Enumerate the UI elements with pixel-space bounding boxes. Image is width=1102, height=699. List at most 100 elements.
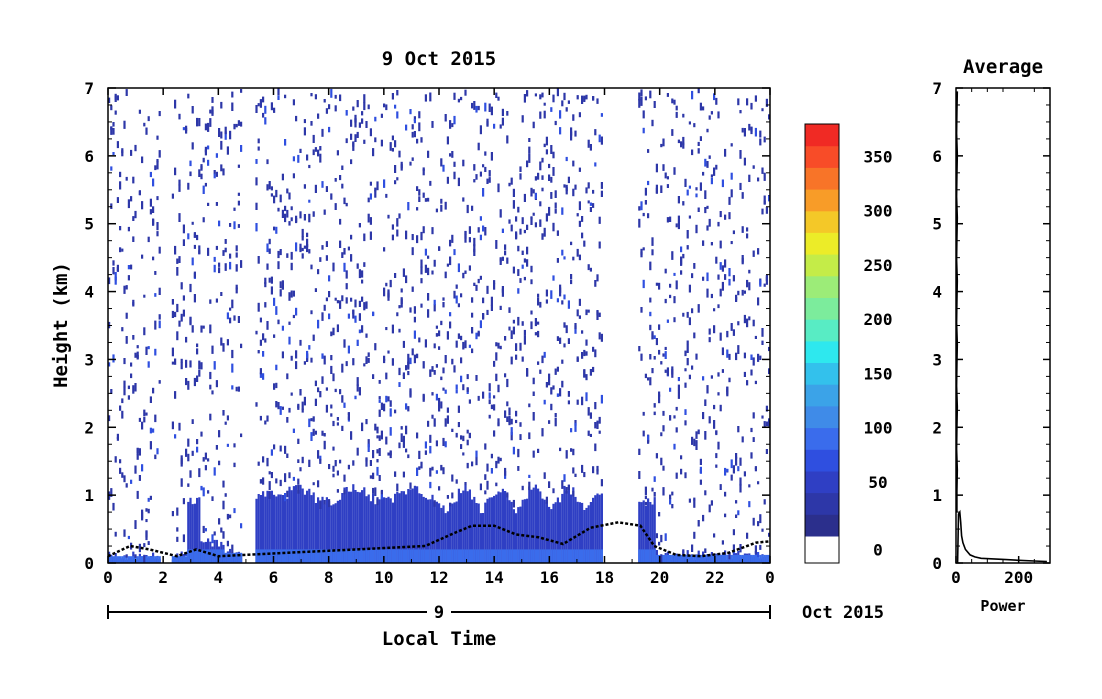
- heatmap-cell-1177: [418, 337, 421, 343]
- heatmap-cell-1399: [473, 244, 476, 253]
- heatmap-cell-1003: [376, 426, 379, 434]
- heatmap-cell-1126: [407, 549, 410, 563]
- heatmap-cell-1128: [407, 361, 410, 370]
- heatmap-cell-993: [374, 187, 377, 192]
- heatmap-cell-2202: [704, 158, 707, 167]
- heatmap-cell-878: [345, 110, 348, 116]
- heatmap-cell-1581: [517, 316, 520, 326]
- heatmap-cell-1219: [429, 445, 432, 454]
- heatmap-cell-64: [123, 556, 126, 563]
- x-tick-label-0: 0: [103, 568, 113, 587]
- heatmap-cell-186: [152, 428, 155, 433]
- heatmap-cell-1572: [515, 233, 518, 240]
- heatmap-cell-2188: [702, 554, 705, 563]
- heatmap-cell-11: [110, 488, 113, 497]
- heatmap-cell-1028: [383, 179, 386, 188]
- heatmap-cell-521: [257, 461, 260, 466]
- colorbar-segment-2: [805, 470, 839, 494]
- heatmap-cell-1173: [418, 450, 421, 459]
- heatmap-cell-1898: [594, 162, 597, 167]
- date-day-label: 9: [434, 603, 444, 623]
- heatmap-cell-1757: [561, 480, 564, 489]
- heatmap-cell-1562: [512, 326, 515, 335]
- heatmap-cell-1493: [495, 460, 498, 469]
- heatmap-cell-1357: [462, 272, 465, 279]
- heatmap-cell-657: [292, 486, 295, 563]
- heatmap-cell-688: [299, 211, 302, 219]
- heatmap-cell-551: [266, 263, 269, 270]
- heatmap-cell-1704: [548, 420, 551, 424]
- heatmap-cell-79: [125, 312, 128, 319]
- heatmap-cell-2263: [719, 288, 722, 297]
- heatmap-cell-1840: [581, 464, 584, 473]
- heatmap-cell-83: [127, 395, 130, 400]
- heatmap-cell-707: [303, 184, 306, 189]
- heatmap-cell-231: [174, 358, 177, 365]
- heatmap-cell-586: [275, 549, 278, 563]
- heatmap-cell-808: [328, 499, 331, 508]
- heatmap-cell-773: [319, 458, 322, 464]
- heatmap-cell-1244: [435, 393, 438, 401]
- heatmap-cell-1031: [383, 355, 386, 361]
- heatmap-cell-2428: [759, 544, 762, 550]
- heatmap-cell-2431: [761, 554, 764, 563]
- colorbar-segment-3: [805, 449, 839, 472]
- heatmap-cell-1039: [385, 282, 388, 287]
- heatmap-cell-1111: [402, 372, 405, 377]
- heatmap-cell-445: [226, 146, 229, 155]
- heatmap-cell-133: [138, 191, 141, 195]
- heatmap-cell-403: [215, 153, 218, 158]
- heatmap-cell-1557: [512, 509, 515, 563]
- heatmap-cell-1629: [530, 489, 533, 563]
- heatmap-cell-1922: [600, 479, 603, 487]
- heatmap-cell-1201: [424, 264, 427, 273]
- heatmap-cell-314: [193, 232, 196, 238]
- heatmap-cell-444: [226, 540, 229, 547]
- heatmap-cell-374: [209, 324, 212, 334]
- heatmap-cell-858: [341, 165, 344, 170]
- heatmap-cell-1103: [400, 433, 403, 442]
- heatmap-cell-2251: [717, 554, 720, 563]
- heatmap-cell-1649: [534, 176, 537, 181]
- heatmap-cell-1515: [501, 228, 504, 233]
- heatmap-cell-2270: [721, 369, 724, 373]
- heatmap-cell-998: [374, 190, 377, 198]
- heatmap-cell-1093: [398, 305, 401, 309]
- heatmap-cell-2206: [706, 554, 709, 563]
- heatmap-cell-1343: [460, 357, 463, 364]
- heatmap-cell-1711: [550, 549, 553, 563]
- heatmap-cell-2000: [655, 453, 658, 459]
- heatmap-cell-1352: [462, 159, 465, 167]
- heatmap-cell-1675: [541, 549, 544, 563]
- heatmap-cell-676: [297, 549, 300, 563]
- heatmap-cell-2248: [715, 464, 718, 468]
- heatmap-cell-1192: [422, 167, 425, 171]
- heatmap-cell-256: [180, 478, 183, 487]
- heatmap-cell-1416: [477, 105, 480, 111]
- heatmap-cell-339: [200, 485, 203, 491]
- heatmap-cell-1428: [479, 171, 482, 177]
- heatmap-cell-223: [171, 299, 174, 305]
- heatmap-cell-519: [257, 350, 260, 354]
- heatmap-cell-1172: [418, 466, 421, 470]
- heatmap-cell-1938: [640, 89, 643, 97]
- heatmap-cell-795: [325, 297, 328, 302]
- heatmap-cell-2138: [688, 284, 691, 293]
- heatmap-cell-2271: [721, 347, 724, 351]
- heatmap-cell-1200: [424, 248, 427, 256]
- heatmap-cell-2173: [697, 148, 700, 154]
- heatmap-cell-807: [328, 291, 331, 298]
- heatmap-cell-2023: [660, 534, 663, 543]
- heatmap-cell-615: [281, 173, 284, 181]
- heatmap-cell-1422: [479, 513, 482, 563]
- heatmap-cell-793: [325, 549, 328, 563]
- heatmap-cell-811: [330, 549, 333, 563]
- heatmap-cell-2194: [702, 171, 705, 176]
- heatmap-cell-1272: [442, 367, 445, 374]
- heatmap-cell-1345: [460, 293, 463, 298]
- heatmap-cell-978: [369, 460, 372, 466]
- heatmap-cell-434: [224, 131, 227, 140]
- heatmap-cell-563: [268, 471, 271, 475]
- average-title: Average: [963, 56, 1043, 78]
- x-tick-label-7: 14: [485, 568, 504, 587]
